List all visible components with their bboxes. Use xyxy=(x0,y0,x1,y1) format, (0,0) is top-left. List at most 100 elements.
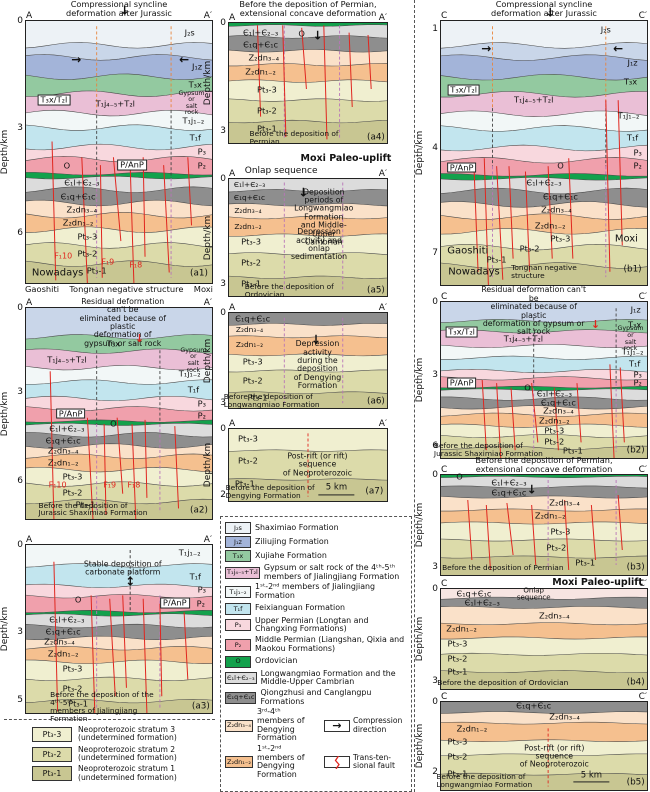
section-end-label: C′ xyxy=(638,692,647,702)
depth-tick: 2 xyxy=(220,490,226,501)
layer-boundary xyxy=(229,336,387,338)
legend-swatch: Z₂dn₃₋₄ xyxy=(225,719,253,732)
annotation: Depression activity during the depositio… xyxy=(293,339,342,391)
layer-boundary xyxy=(26,261,212,267)
layer-label: P₃ xyxy=(197,584,206,595)
fault-line xyxy=(117,418,123,494)
depth-tick: 6 xyxy=(432,440,438,451)
fault-zigzag-path xyxy=(334,755,340,769)
layer-boundary xyxy=(441,671,647,673)
compression-arrow: ↓ xyxy=(545,5,556,20)
layer-Pt32 xyxy=(229,98,387,123)
annotation: Residual deformation can't be eliminated… xyxy=(481,285,587,337)
axis-label: Depth/km xyxy=(203,442,213,488)
depth-tick: 3 xyxy=(432,676,438,686)
section-end-label: C xyxy=(441,579,448,589)
layer-boundary xyxy=(26,614,212,616)
layer-label: O xyxy=(110,418,117,429)
layer-O xyxy=(229,23,387,27)
layer-boundary xyxy=(26,42,212,48)
layer-J1zL xyxy=(26,42,212,61)
fault-line xyxy=(618,495,622,550)
legend-description: Xujiahe Formation xyxy=(255,550,327,560)
section-end-label: A′ xyxy=(378,13,387,23)
layer-boundary xyxy=(26,610,212,612)
layer-J1zL xyxy=(441,302,647,323)
layer-label: T₁j₁₋₂ xyxy=(178,368,201,379)
layer-Z2dn12 xyxy=(441,412,647,428)
legend-item: J₂s Shaximiao Formation xyxy=(225,522,408,534)
fault-line xyxy=(507,503,513,555)
layer-label: Pt₃-1 xyxy=(241,278,262,289)
layer-Pt31 xyxy=(26,499,212,519)
panel-tag: (a6) xyxy=(367,396,385,407)
axis-label: Depth/km xyxy=(415,130,425,176)
panel-header: C C′ xyxy=(440,576,648,589)
axis-label: Depth/km xyxy=(415,502,425,548)
layer-O xyxy=(26,419,212,426)
section-drawing xyxy=(229,179,387,296)
depth-tick: 3 xyxy=(17,627,23,638)
legend-description: 3ʳᵈ-4ᵗʰ members of Dengying Formation xyxy=(256,707,305,743)
layer-boundary xyxy=(26,636,212,640)
layer-boundary xyxy=(26,144,212,150)
section-end-label: C′ xyxy=(638,11,647,21)
trans-tension-arrow: ↓ xyxy=(134,331,145,345)
layer-C1qc xyxy=(441,485,647,499)
section-box: ↓ → ← J₂s J₁z T₃x T₃x/T₂l T₁j₄₋₅+T₂l T₁j₁₋₂ T₁f P₃… xyxy=(415,6,648,286)
layer-label: Є₁q+Є₁c xyxy=(60,191,96,202)
layer-Pt33 xyxy=(26,659,212,681)
panel-b4: C C′ Moxi Paleo-uplift Є₁q+Є₁c Onlap sequenc… xyxy=(415,576,648,690)
layer-Pt32 xyxy=(229,369,387,394)
legend-item: J₁z Ziliujing Formation xyxy=(225,536,408,548)
layer-boundary xyxy=(441,43,647,49)
section-end-label: A xyxy=(229,419,236,429)
layer-label: T₁j₄₋₅+T₂l xyxy=(47,354,87,365)
legend-swatch: P₃ xyxy=(225,619,251,632)
depth-tick: 0 xyxy=(17,303,23,313)
depth-tick: 0 xyxy=(432,297,438,307)
axis-label: Depth/km xyxy=(0,391,10,436)
section-end-label: C xyxy=(441,292,448,302)
legend-description: Longwangmiao Formation and the Middle-Up… xyxy=(260,668,396,687)
layer-Pt33 xyxy=(26,226,212,249)
layer-label: Z₂dn₁₋₂ xyxy=(47,457,79,468)
layer-Z2dn12 xyxy=(229,216,387,237)
section-drawing xyxy=(229,23,387,143)
fault-line xyxy=(349,33,352,107)
fault-line xyxy=(324,25,327,139)
legend-description: Feixianguan Formation xyxy=(255,603,346,613)
fault-line xyxy=(610,364,614,458)
layer-label: Z₂dn₃₋₄ xyxy=(66,204,98,215)
compression-arrow: ↓ xyxy=(312,28,323,43)
layer-boundary xyxy=(229,234,387,237)
legend-description: Neoproterozoic stratum 1 (undetermined f… xyxy=(78,764,177,782)
layer-label: Z₂dn₁₋₂ xyxy=(47,648,79,659)
axis-label: Depth/km xyxy=(0,129,10,175)
layer-label: Є₁l+Є₂₋₃ xyxy=(49,423,85,434)
panel-a3: A A′ T₁j₁₋₂ Stable deposition of carbonate … xyxy=(0,531,213,723)
fault-label: F₁9 xyxy=(101,258,115,268)
layer-label: Є₁l+Є₂₋₃ xyxy=(526,177,562,188)
layer-boundary xyxy=(441,712,647,714)
section-box: O Є₁l+Є₂₋₃ Є₁q+Є₁c ↓ Z₂dn₃₋₄ Z₂dn₁₋₂ Pt₃-3 Pt₃-… xyxy=(415,470,648,576)
layer-label: Є₁q+Є₁c xyxy=(456,588,492,599)
axis-label: Depth/km xyxy=(203,60,213,106)
depth-tick: 0 xyxy=(432,584,438,594)
layer-label: Pt₃-3 xyxy=(544,425,565,436)
layer-C1qc xyxy=(229,35,387,53)
section-end-label: A′ xyxy=(378,169,387,179)
depth-tick: 7 xyxy=(432,248,438,259)
panel-header: Compressional syncline deformation after… xyxy=(25,0,213,21)
panel-tag: (b4) xyxy=(626,677,645,688)
layer-boundary xyxy=(441,173,647,176)
fault-line xyxy=(123,595,127,687)
panel-a1: Compressional syncline deformation after… xyxy=(0,0,213,294)
layer-Z2dn34 xyxy=(26,443,212,459)
layer-boundary xyxy=(26,176,212,179)
depth-tick: 2 xyxy=(432,767,438,778)
panel-header: Before the deposition of Permian, extens… xyxy=(228,0,388,23)
layer-Pt33 xyxy=(229,353,387,372)
layer-T1j45 xyxy=(441,329,647,348)
layer-Z2dn12 xyxy=(441,722,647,742)
